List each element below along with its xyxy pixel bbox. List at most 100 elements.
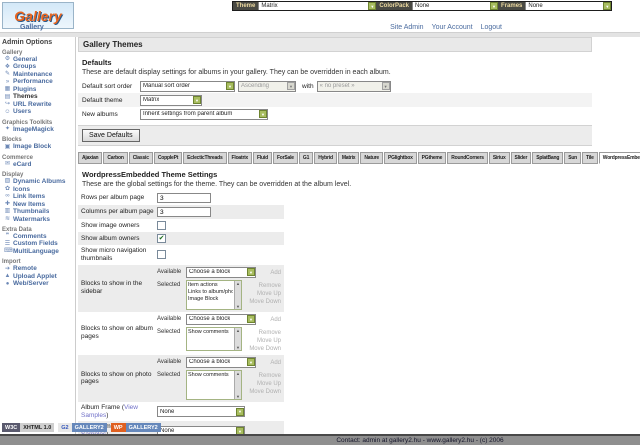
sidebar-item-custom-fields[interactable]: ☰ Custom Fields [2, 240, 74, 247]
gallery2-badge[interactable]: G2 GALLERY2 [58, 423, 107, 432]
listbox-option[interactable]: Show comments [188, 328, 229, 335]
sidebar-item-multilanguage[interactable]: ⌨ MultiLanguage [2, 248, 74, 255]
album-frame-select[interactable]: None ▼ [157, 406, 245, 418]
photo-move-up-button[interactable]: Move Up [256, 380, 281, 387]
scroll-up-icon[interactable]: ▲ [236, 280, 240, 286]
tab-eclecticthreads[interactable]: EclecticThreads [183, 152, 227, 164]
tab-g1[interactable]: G1 [298, 152, 314, 164]
field-label: Show album owners [81, 234, 140, 242]
tab-siriux[interactable]: Siriux [488, 152, 510, 164]
listbox-option[interactable]: Image Block [188, 295, 219, 302]
tab-carbon[interactable]: Carbon [103, 152, 128, 164]
tab-sun[interactable]: Sun [564, 152, 582, 164]
tab-fluid[interactable]: Fluid [253, 152, 272, 164]
gallery-logo[interactable]: Gallery [2, 2, 74, 29]
sidebar-item-icons[interactable]: ✿ Icons [2, 186, 74, 193]
album-frame-view-samples-link[interactable]: View Samples [81, 403, 138, 419]
rows-per-page-input[interactable] [157, 193, 211, 203]
sidebar-item-imagemagick[interactable]: ✦ ImageMagick [2, 126, 74, 133]
theme-select[interactable]: Matrix ▼ [258, 2, 377, 10]
listbox-option[interactable]: Show comments [188, 371, 229, 378]
sidebar-item-ecard[interactable]: ✉ eCard [2, 161, 74, 168]
tab-pglightbox[interactable]: PGlightbox [384, 152, 417, 164]
sidebar-item-general[interactable]: ⚙ General [2, 56, 74, 63]
scroll-up-icon[interactable]: ▲ [236, 327, 240, 333]
tab-copplept[interactable]: CopplePt [153, 152, 183, 164]
sidebar-item-maintenance[interactable]: ✎ Maintenance [2, 71, 74, 78]
sidebar-item-users[interactable]: ☺ Users [2, 108, 74, 115]
sidebar-item-watermarks[interactable]: ≋ Watermarks [2, 216, 74, 223]
sidebar-item-plugins[interactable]: ▦ Plugins [2, 86, 74, 93]
sidebar-available-blocks-select[interactable]: Choose a block ▼ [186, 266, 256, 278]
tab-floatrix[interactable]: Floatrix [227, 152, 252, 164]
show-micro-nav-checkbox[interactable] [157, 250, 166, 260]
photo-move-down-button[interactable]: Move Down [249, 389, 281, 396]
xhtml-valid-badge[interactable]: W3C XHTML 1.0 [2, 423, 55, 432]
sidebar-item-remote[interactable]: ➔ Remote [2, 265, 74, 272]
show-image-owners-checkbox[interactable] [157, 221, 166, 230]
sidebar-item-upload-applet[interactable]: ▲ Upload Applet [2, 273, 74, 280]
sidebar-item-comments[interactable]: ❞ Comments [2, 233, 74, 240]
sidebar-move-down-button[interactable]: Move Down [249, 298, 281, 305]
sidebar-item-performance[interactable]: » Performance [2, 78, 74, 85]
frames-select[interactable]: None ▼ [525, 2, 612, 10]
wp-gallery2-badge[interactable]: WP GALLERY2 [110, 423, 161, 432]
save-defaults-button[interactable]: Save Defaults [82, 129, 140, 142]
sidebar-item-groups[interactable]: ❖ Groups [2, 63, 74, 70]
tab-forsale[interactable]: ForSale [272, 152, 298, 164]
columns-per-page-input[interactable] [157, 207, 211, 217]
sidebar-item-new-items[interactable]: ✚ New Items [2, 201, 74, 208]
header-link-site-admin[interactable]: Site Admin [390, 23, 424, 31]
listbox-option[interactable]: Links to album/photo peers [188, 288, 233, 295]
sidebar-remove-block-button[interactable]: Remove [258, 282, 281, 289]
listbox-option[interactable]: Item actions [188, 281, 218, 288]
scroll-down-icon[interactable]: ▼ [236, 303, 240, 309]
breadcrumb[interactable]: Gallery [20, 23, 44, 31]
header-link-logout[interactable]: Logout [480, 23, 502, 31]
tab-slider[interactable]: Slider [510, 152, 532, 164]
tab-pgtheme[interactable]: PGtheme [417, 152, 447, 164]
scroll-down-icon[interactable]: ▼ [236, 393, 240, 399]
listbox-scrollbar[interactable]: ▲ ▼ [234, 370, 241, 399]
album-available-blocks-select[interactable]: Choose a block ▼ [186, 313, 256, 325]
album-remove-block-button[interactable]: Remove [258, 329, 281, 336]
album-move-up-button[interactable]: Move Up [256, 337, 281, 344]
show-album-owners-checkbox[interactable]: ✔ [157, 234, 166, 243]
tab-matrix[interactable]: Matrix [337, 152, 360, 164]
sidebar-item-themes[interactable]: ▤ Themes [2, 93, 74, 100]
listbox-scrollbar[interactable]: ▲ ▼ [234, 327, 241, 350]
listbox-scrollbar[interactable]: ▲ ▼ [234, 280, 241, 309]
sidebar-item-url-rewrite[interactable]: ↪ URL Rewrite [2, 101, 74, 108]
sidebar-item-link-items[interactable]: ∞ Link Items [2, 193, 74, 200]
tab-tile[interactable]: Tile [582, 152, 598, 164]
header-link-your-account[interactable]: Your Account [431, 23, 473, 31]
sidebar-item-image-block[interactable]: ▣ Image Block [2, 143, 74, 150]
new-albums-select[interactable]: Inherit settings from parent album ▼ [140, 108, 268, 120]
photo-available-blocks-select[interactable]: Choose a block ▼ [186, 356, 256, 368]
default-theme-select[interactable]: Matrix ▼ [140, 94, 202, 106]
tab-classic[interactable]: Classic [128, 152, 153, 164]
sidebar-move-up-button[interactable]: Move Up [256, 290, 281, 297]
scroll-down-icon[interactable]: ▼ [236, 344, 240, 350]
photo-remove-block-button[interactable]: Remove [258, 372, 281, 379]
tab-wordpressembedded[interactable]: WordpressEmbedded [598, 152, 640, 164]
tab-roundcorners[interactable]: RoundCorners [447, 152, 488, 164]
sort-order-select[interactable]: Manual sort order ▼ [140, 80, 235, 92]
dropdown-arrow-icon: ▼ [368, 2, 377, 10]
tab-hybrid[interactable]: Hybrid [314, 152, 337, 164]
tab-ajaxian[interactable]: Ajaxian [78, 152, 103, 164]
photo-selected-blocks-listbox[interactable]: Show comments ▲ ▼ [186, 369, 242, 400]
album-move-down-button[interactable]: Move Down [249, 345, 281, 352]
tab-splatbang[interactable]: SplatBang [532, 152, 564, 164]
album-add-block-button[interactable]: Add [270, 316, 281, 323]
sidebar-item-thumbnails[interactable]: ▥ Thumbnails [2, 208, 74, 215]
colorpack-select[interactable]: None ▼ [412, 2, 499, 10]
sidebar-item-dynamic-albums[interactable]: ▧ Dynamic Albums [2, 178, 74, 185]
scroll-up-icon[interactable]: ▲ [236, 370, 240, 376]
photo-add-block-button[interactable]: Add [270, 359, 281, 366]
sidebar-item-web-server[interactable]: ● Web/Server [2, 280, 74, 287]
sidebar-add-block-button[interactable]: Add [270, 269, 281, 276]
tab-nature[interactable]: Nature [360, 152, 383, 164]
album-selected-blocks-listbox[interactable]: Show comments ▲ ▼ [186, 326, 242, 351]
